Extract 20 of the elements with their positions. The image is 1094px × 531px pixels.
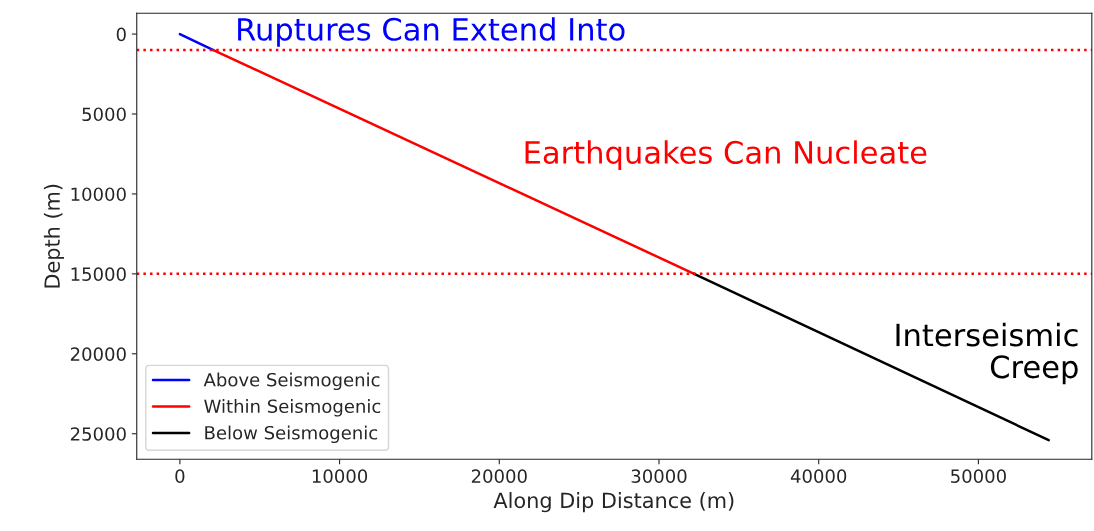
x-tick-label: 50000 xyxy=(951,469,1006,484)
y-tick-label: 0 xyxy=(116,27,126,42)
x-tick-label: 10000 xyxy=(312,469,368,484)
y-tick-label: 15000 xyxy=(71,267,126,281)
legend-label: Above Seismogenic xyxy=(203,372,380,391)
annotation: Earthquakes Can Nucleate xyxy=(525,140,927,170)
legend-label: Below Seismogenic xyxy=(205,425,378,444)
x-tick-label: 30000 xyxy=(631,469,687,484)
legend-label: Within Seismogenic xyxy=(204,399,381,417)
y-tick-label: 10000 xyxy=(71,187,126,202)
x-tick-label: 20000 xyxy=(471,469,527,484)
x-tick-label: 40000 xyxy=(790,469,847,484)
x-tick-label: 0 xyxy=(175,469,185,484)
y-tick-label: 20000 xyxy=(70,347,126,361)
annotation: Interseismic Creep xyxy=(896,322,1078,385)
y-tick-label: 25000 xyxy=(70,427,126,441)
x-axis-title: Along Dip Distance (m) xyxy=(493,492,734,513)
y-axis-title: Depth (m) xyxy=(43,184,65,288)
annotation: Ruptures Can Extend Into xyxy=(238,17,625,47)
y-tick-label: 5000 xyxy=(82,107,126,122)
